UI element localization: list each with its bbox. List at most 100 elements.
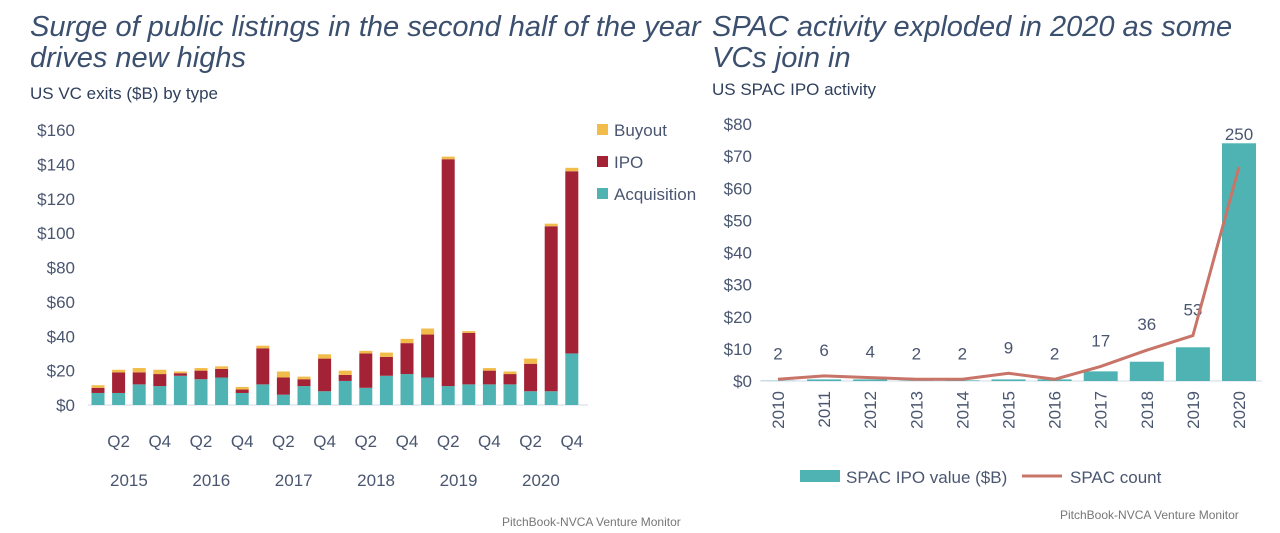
bar-buyout <box>173 371 187 374</box>
bar-ipo <box>482 370 496 385</box>
y-tick-label: $0 <box>56 396 75 415</box>
bar-acquisition <box>297 386 311 405</box>
bar-acquisition <box>235 392 249 405</box>
bar-ipo <box>421 334 435 378</box>
bar-acquisition <box>503 384 517 405</box>
data-label: 2 <box>912 344 921 363</box>
x-tick-label: 2013 <box>907 391 926 429</box>
legend-swatch <box>597 188 608 199</box>
bar-acquisition <box>359 387 373 405</box>
x-tick-label: 2015 <box>1000 391 1019 429</box>
bar-acquisition <box>112 392 126 405</box>
data-label: 250 <box>1225 125 1253 144</box>
bar-buyout <box>379 352 393 357</box>
bar-acquisition <box>544 391 558 405</box>
data-label: 4 <box>865 343 874 362</box>
data-label: 6 <box>819 341 828 360</box>
bar-ipo <box>276 377 290 395</box>
bar-acquisition <box>565 353 579 405</box>
bar-acquisition <box>400 374 414 405</box>
bar-spac-value <box>1222 143 1256 381</box>
year-label: 2016 <box>192 471 230 490</box>
line-spac-count <box>777 166 1241 381</box>
bar-buyout <box>524 358 538 364</box>
bar-ipo <box>359 353 373 388</box>
bar-ipo <box>441 159 455 387</box>
x-tick-label: 2017 <box>1092 391 1111 429</box>
y-tick-label: $80 <box>47 259 75 278</box>
left-chart-subtitle: US VC exits ($B) by type <box>30 84 219 103</box>
right-chart-title: SPAC activity exploded in 2020 as some V… <box>712 11 1233 74</box>
bar-ipo <box>503 374 517 385</box>
data-label: 36 <box>1137 315 1156 334</box>
legend-label: IPO <box>614 153 643 172</box>
legend-label: SPAC count <box>1070 468 1162 487</box>
x-tick-label: Q4 <box>396 432 419 451</box>
y-tick-label: $30 <box>724 276 752 295</box>
x-tick-label: Q2 <box>272 432 295 451</box>
bar-buyout <box>462 331 476 333</box>
bar-ipo <box>297 379 311 387</box>
data-label: 17 <box>1091 331 1110 350</box>
bar-buyout <box>215 366 229 369</box>
bar-buyout <box>441 156 455 160</box>
legend-swatch <box>597 156 608 167</box>
bar-acquisition <box>173 375 187 405</box>
bar-acquisition <box>482 384 496 405</box>
y-tick-label: $100 <box>37 224 75 243</box>
x-tick-label: Q4 <box>231 432 254 451</box>
bar-ipo <box>338 374 352 381</box>
bar-acquisition <box>215 377 229 405</box>
y-tick-label: $40 <box>47 327 75 346</box>
year-label: 2019 <box>440 471 478 490</box>
bar-buyout <box>91 385 105 388</box>
legend-label: Buyout <box>614 121 667 140</box>
legend-label: Acquisition <box>614 185 696 204</box>
bar-spac-value <box>807 379 842 381</box>
bar-spac-value <box>853 379 888 381</box>
x-tick-label: 2019 <box>1184 391 1203 429</box>
bar-buyout <box>503 371 517 375</box>
bar-ipo <box>524 363 538 392</box>
y-tick-label: $40 <box>724 244 752 263</box>
bar-acquisition <box>379 375 393 405</box>
bar-acquisition <box>194 379 208 405</box>
bar-ipo <box>173 373 187 376</box>
bar-spac-value <box>1129 361 1164 381</box>
bar-ipo <box>215 368 229 378</box>
bar-buyout <box>112 369 126 373</box>
year-label: 2020 <box>522 471 560 490</box>
bar-acquisition <box>91 392 105 405</box>
x-tick-label: Q4 <box>313 432 336 451</box>
bar-acquisition <box>153 386 167 405</box>
data-label: 9 <box>1004 338 1013 357</box>
bar-spac-value <box>1083 371 1118 381</box>
bar-buyout <box>194 368 208 371</box>
bar-acquisition <box>318 391 332 405</box>
right-source: PitchBook-NVCA Venture Monitor <box>1060 508 1239 522</box>
data-label: 2 <box>1050 344 1059 363</box>
bar-ipo <box>565 171 579 354</box>
bar-acquisition <box>256 384 270 405</box>
bar-acquisition <box>524 391 538 405</box>
bar-acquisition <box>132 384 146 405</box>
legend-swatch <box>597 124 608 135</box>
bar-ipo <box>400 343 414 375</box>
bar-buyout <box>276 371 290 378</box>
y-tick-label: $60 <box>724 179 752 198</box>
x-tick-label: Q2 <box>354 432 377 451</box>
bar-buyout <box>256 345 270 349</box>
bar-buyout <box>421 328 435 335</box>
bar-acquisition <box>338 380 352 405</box>
y-tick-label: $120 <box>37 190 75 209</box>
bar-buyout <box>544 223 558 227</box>
x-tick-label: 2011 <box>815 391 834 428</box>
bar-ipo <box>153 374 167 387</box>
bar-ipo <box>132 372 146 385</box>
year-label: 2018 <box>357 471 395 490</box>
y-tick-label: $10 <box>724 340 752 359</box>
bar-ipo <box>112 372 126 393</box>
y-tick-label: $60 <box>47 293 75 312</box>
bar-buyout <box>318 354 332 359</box>
y-tick-label: $50 <box>724 211 752 230</box>
